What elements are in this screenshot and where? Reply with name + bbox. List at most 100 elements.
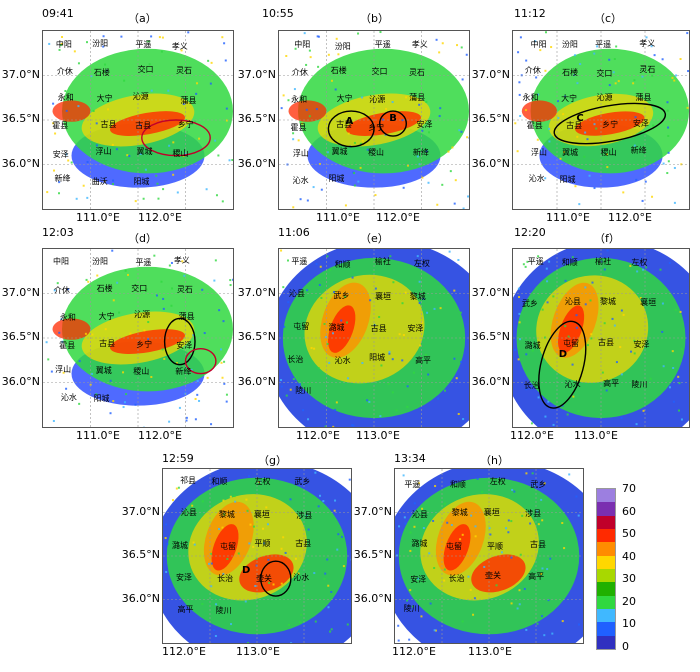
echo-speck	[308, 49, 311, 52]
echo-speck	[543, 482, 546, 485]
echo-region	[328, 305, 356, 353]
echo-speck	[198, 137, 201, 140]
echo-speck	[489, 533, 492, 536]
echo-speck	[562, 113, 565, 116]
echo-speck	[222, 499, 225, 502]
echo-speck	[198, 399, 201, 402]
echo-speck	[340, 319, 343, 322]
echo-speck	[634, 116, 637, 119]
echo-speck	[289, 388, 292, 391]
echo-speck	[233, 495, 236, 498]
echo-speck	[317, 35, 320, 38]
echo-speck	[548, 140, 551, 143]
echo-speck	[347, 377, 350, 380]
echo-speck	[178, 406, 181, 409]
echo-speck	[77, 105, 80, 108]
city-label: 孝义	[173, 256, 190, 266]
echo-speck	[166, 542, 169, 545]
echo-speck	[303, 32, 306, 35]
city-label: 古县	[566, 120, 583, 130]
echo-speck	[448, 250, 451, 253]
echo-speck	[575, 326, 578, 329]
echo-speck	[104, 328, 107, 331]
echo-speck	[439, 107, 442, 110]
echo-speck	[217, 154, 220, 157]
city-label: 左权	[631, 258, 648, 268]
echo-speck	[210, 585, 213, 588]
city-label: 祁县	[180, 476, 197, 486]
echo-speck	[299, 389, 302, 392]
echo-speck	[307, 418, 310, 421]
echo-speck	[548, 260, 551, 263]
echo-speck	[419, 344, 422, 347]
echo-speck	[613, 324, 616, 327]
highlight-oval	[553, 102, 667, 145]
echo-speck	[429, 602, 432, 605]
echo-speck	[161, 348, 164, 351]
echo-speck	[516, 607, 519, 610]
city-label: 陵川	[403, 603, 420, 613]
echo-speck	[53, 169, 56, 172]
echo-speck	[413, 525, 416, 528]
city-label: 和顺	[561, 258, 578, 268]
echo-speck	[162, 307, 165, 310]
city-label: 曲沃	[91, 176, 108, 186]
echo-speck	[500, 551, 503, 554]
echo-speck	[65, 109, 68, 112]
city-label: 翼城	[136, 147, 153, 157]
echo-speck	[122, 406, 125, 409]
city-label: 交口	[371, 67, 388, 77]
echo-speck	[116, 281, 119, 284]
echo-speck	[591, 281, 594, 284]
city-label: 平遥	[135, 40, 152, 50]
echo-speck	[606, 166, 609, 169]
city-label: 和顺	[334, 259, 351, 269]
radar-map: 平遥 和顺 左权 武乡 沁县 黎城 襄垣 涉县 潞城 屯留 平顺 古县 安泽 长治 壶关 高平 陵川	[394, 468, 584, 644]
echo-speck	[568, 473, 571, 476]
echo-speck	[143, 329, 146, 332]
city-label: 乡宁	[136, 339, 153, 349]
city-label: 大宁	[336, 94, 353, 104]
city-label: 长治	[217, 574, 234, 584]
echo-speck	[518, 296, 521, 299]
echo-speck	[425, 100, 428, 103]
echo-speck	[571, 363, 574, 366]
city-label: 涉县	[296, 511, 313, 521]
echo-speck	[168, 144, 171, 147]
echo-speck	[530, 422, 533, 425]
echo-speck	[672, 366, 675, 369]
echo-speck	[679, 58, 682, 61]
echo-speck	[335, 401, 338, 404]
echo-speck	[422, 297, 425, 300]
echo-speck	[170, 261, 173, 264]
radar-map: 中阳 汾阳 平遥 孝义 介休 石楼 交口 灵石 永和 大宁 沁源 蒲县 霍县 古县 乡宁 安泽 浮山 翼城 稷山 新绛…	[512, 30, 690, 210]
echo-speck	[245, 498, 248, 501]
longitude-label: 112.0°E	[510, 429, 554, 442]
city-label: 榆社	[595, 257, 612, 267]
city-label: 孝义	[639, 39, 656, 49]
echo-speck	[58, 181, 61, 184]
echo-speck	[613, 58, 616, 61]
echo-speck	[155, 294, 158, 297]
echo-speck	[536, 138, 539, 141]
highlight-oval	[184, 347, 217, 375]
panel-time: 12:20	[514, 226, 546, 239]
city-label: 中阳	[294, 39, 311, 49]
city-label: 阳城	[133, 176, 150, 186]
echo-speck	[86, 161, 89, 164]
city-label: 孝义	[171, 41, 188, 51]
echo-speck	[134, 200, 137, 203]
echo-speck	[317, 367, 320, 370]
echo-speck	[661, 302, 664, 305]
city-label: 沁县	[411, 509, 428, 519]
city-label: 汾阳	[334, 41, 351, 51]
echo-speck	[576, 82, 579, 85]
echo-speck	[397, 639, 400, 642]
city-label: 乡宁	[368, 122, 385, 132]
echo-speck	[537, 293, 540, 296]
echo-speck	[462, 418, 465, 421]
echo-speck	[531, 472, 534, 475]
echo-speck	[467, 575, 470, 578]
latitude-label: 37.0°N	[237, 67, 276, 81]
echo-speck	[674, 308, 677, 311]
